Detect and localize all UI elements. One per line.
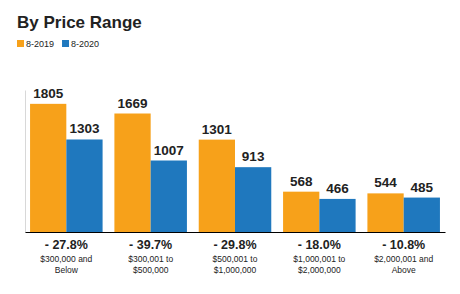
x-tick-label: $1,000,001 to$2,000,000 bbox=[293, 254, 345, 275]
x-axis: $300,000 andBelow $300,001 to$500,000 $500… bbox=[26, 232, 446, 275]
chart: By Price Range 8-2019 8-2020 1805 1669 1301 56… bbox=[0, 0, 460, 294]
data-label: 568 bbox=[290, 174, 313, 189]
annotation: - 29.8% bbox=[213, 238, 256, 252]
x-tick-label: $500,001 to$1,000,000 bbox=[213, 254, 258, 275]
bar bbox=[66, 139, 102, 232]
title: By Price Range bbox=[17, 13, 142, 32]
bar bbox=[235, 167, 271, 232]
data-label: 1805 bbox=[33, 86, 64, 101]
bars bbox=[30, 104, 440, 232]
x-tick: $500,001 to$1,000,000 bbox=[213, 232, 258, 275]
annotation: - 18.0% bbox=[298, 238, 341, 252]
y-axis-line bbox=[25, 91, 26, 233]
data-label: 544 bbox=[374, 175, 397, 190]
annotation: - 27.8% bbox=[45, 238, 88, 252]
data-label: 1301 bbox=[202, 122, 233, 137]
bar bbox=[283, 192, 319, 232]
x-axis-line bbox=[26, 232, 446, 233]
x-tick: $300,000 andBelow bbox=[40, 232, 92, 275]
bar bbox=[114, 114, 150, 232]
annotation: - 39.7% bbox=[129, 238, 172, 252]
annotation: - 10.8% bbox=[382, 238, 425, 252]
data-label: 1007 bbox=[154, 143, 184, 158]
data-label: 913 bbox=[242, 149, 265, 164]
bar bbox=[319, 199, 355, 232]
data-labels: 1805 1669 1301 568 544 1303 1007 913 466 485 bbox=[33, 86, 433, 196]
annotations: - 27.8% - 39.7% - 29.8% - 18.0% - 10.8% bbox=[45, 238, 425, 252]
x-tick: $300,001 to$500,000 bbox=[128, 232, 173, 275]
data-label: 1303 bbox=[69, 121, 100, 136]
x-tick-label: $300,001 to$500,000 bbox=[128, 254, 173, 275]
data-label: 485 bbox=[411, 180, 434, 195]
x-tick: $2,000,001 andAbove bbox=[374, 232, 433, 275]
data-label: 466 bbox=[326, 181, 349, 196]
data-label: 1669 bbox=[118, 96, 148, 111]
bar bbox=[199, 140, 235, 232]
x-tick-label: $300,000 andBelow bbox=[40, 254, 92, 275]
y-axis bbox=[25, 91, 26, 233]
legend-swatch bbox=[17, 40, 24, 47]
legend-label: 8-2019 bbox=[26, 39, 54, 49]
x-tick-label: $2,000,001 andAbove bbox=[374, 254, 433, 275]
bar bbox=[151, 161, 187, 232]
bar bbox=[404, 198, 440, 232]
bar bbox=[30, 104, 66, 232]
legend: 8-2019 8-2020 bbox=[17, 39, 99, 49]
bar bbox=[367, 193, 403, 232]
legend-label: 8-2020 bbox=[71, 39, 99, 49]
legend-swatch bbox=[62, 40, 69, 47]
x-tick: $1,000,001 to$2,000,000 bbox=[293, 232, 345, 275]
